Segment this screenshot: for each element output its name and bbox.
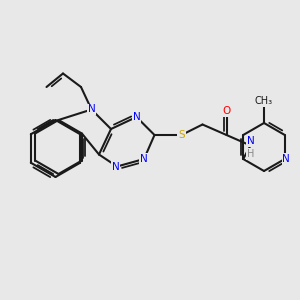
Text: N: N	[140, 154, 148, 164]
Text: CH₃: CH₃	[255, 96, 273, 106]
Text: H: H	[247, 149, 254, 159]
Text: S: S	[178, 130, 185, 140]
Text: N: N	[88, 104, 95, 115]
Text: N: N	[133, 112, 140, 122]
Text: N: N	[247, 136, 254, 146]
Text: N: N	[112, 161, 119, 172]
Text: O: O	[222, 106, 231, 116]
Text: N: N	[282, 154, 290, 164]
